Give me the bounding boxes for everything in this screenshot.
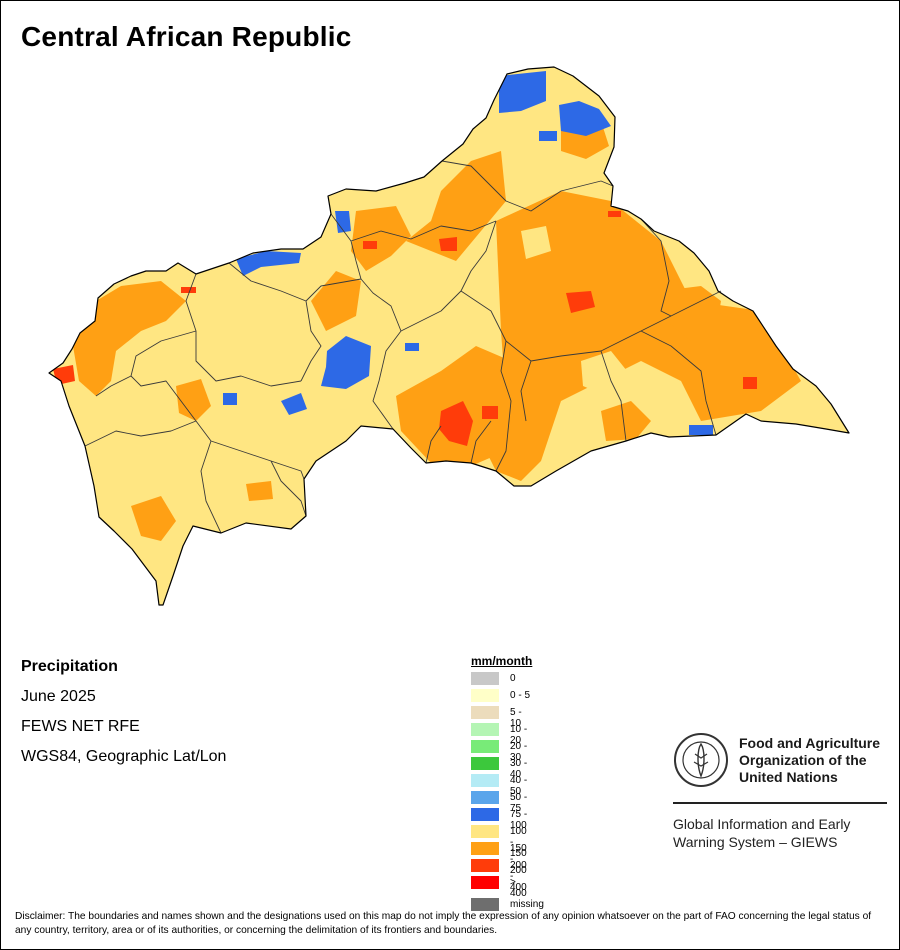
projection-label: WGS84, Geographic Lat/Lon: [21, 748, 227, 765]
legend-label: 30 - 40: [510, 758, 528, 780]
legend-rows: 0 0 - 5 5 - 10 10 - 20 20 - 30 30 - 40 40 - 50…: [471, 672, 532, 899]
legend-swatch: [471, 808, 499, 821]
legend-label: 20 - 30: [510, 741, 528, 763]
legend-swatch: [471, 723, 499, 736]
legend-item: 150 - 200: [471, 842, 532, 876]
legend-label: 0: [510, 673, 516, 684]
legend-item: 0: [471, 672, 532, 689]
legend-label: 100 - 150: [510, 826, 527, 859]
legend-label: 200 - 400: [510, 860, 527, 893]
legend-swatch: [471, 706, 499, 719]
giews-line: Warning System – GIEWS: [673, 834, 838, 850]
legend-label: > 400: [510, 877, 527, 899]
legend-swatch: [471, 757, 499, 770]
legend-item: 100 - 150: [471, 825, 532, 859]
legend-label: 75 - 100: [510, 809, 528, 831]
legend-swatch: [471, 859, 499, 872]
source-label: FEWS NET RFE: [21, 718, 140, 735]
divider: [673, 802, 887, 804]
legend-label: missing: [510, 899, 544, 910]
fao-name: Food and Agriculture Organization of the…: [739, 735, 899, 786]
precipitation-map: [48, 66, 850, 606]
legend-swatch: [471, 842, 499, 855]
fao-logo-icon: [674, 733, 728, 787]
fao-name-line: United Nations: [739, 769, 838, 785]
legend-swatch: [471, 791, 499, 804]
legend-swatch: [471, 740, 499, 753]
legend-swatch: [471, 672, 499, 685]
legend-item: 200 - 400: [471, 859, 532, 893]
period-label: June 2025: [21, 688, 96, 705]
legend-swatch: [471, 689, 499, 702]
variable-label: Precipitation: [21, 658, 118, 675]
legend-item: 75 - 100: [471, 808, 532, 831]
giews-line: Global Information and Early: [673, 816, 851, 832]
legend-swatch: [471, 898, 499, 911]
giews-label: Global Information and Early Warning Sys…: [673, 815, 893, 851]
legend-label: 0 - 5: [510, 690, 531, 701]
legend-swatch: [471, 774, 499, 787]
legend-item: 5 - 10: [471, 706, 532, 729]
fao-block: Food and Agriculture Organization of the…: [673, 732, 887, 850]
legend-item: 0 - 5: [471, 689, 532, 706]
legend-swatch: [471, 876, 499, 889]
legend-swatch: [471, 825, 499, 838]
legend-unit: mm/month: [471, 654, 533, 668]
disclaimer: Disclaimer: The boundaries and names sho…: [15, 911, 872, 936]
legend-item: > 400: [471, 876, 532, 899]
legend-item: 30 - 40: [471, 757, 532, 780]
legend-item: 10 - 20: [471, 723, 532, 746]
legend-item: 50 - 75: [471, 791, 532, 814]
legend-label: 5 - 10: [510, 707, 522, 729]
fao-name-line: Food and Agriculture: [739, 735, 881, 751]
legend-label: 10 - 20: [510, 724, 528, 746]
legend-label: 40 - 50: [510, 775, 528, 797]
map-info: Precipitation June 2025 FEWS NET RFE WGS…: [21, 657, 226, 777]
fao-name-line: Organization of the: [739, 752, 867, 768]
legend-item: 40 - 50: [471, 774, 532, 797]
legend: mm/month 0 0 - 5 5 - 10 10 - 20 20 - 30 30 - …: [471, 654, 544, 915]
map-title: Central African Republic: [21, 21, 352, 52]
legend-label: 150 - 200: [510, 843, 527, 876]
legend-item-missing: missing: [471, 898, 544, 915]
legend-item: 20 - 30: [471, 740, 532, 763]
legend-label: 50 - 75: [510, 792, 528, 814]
